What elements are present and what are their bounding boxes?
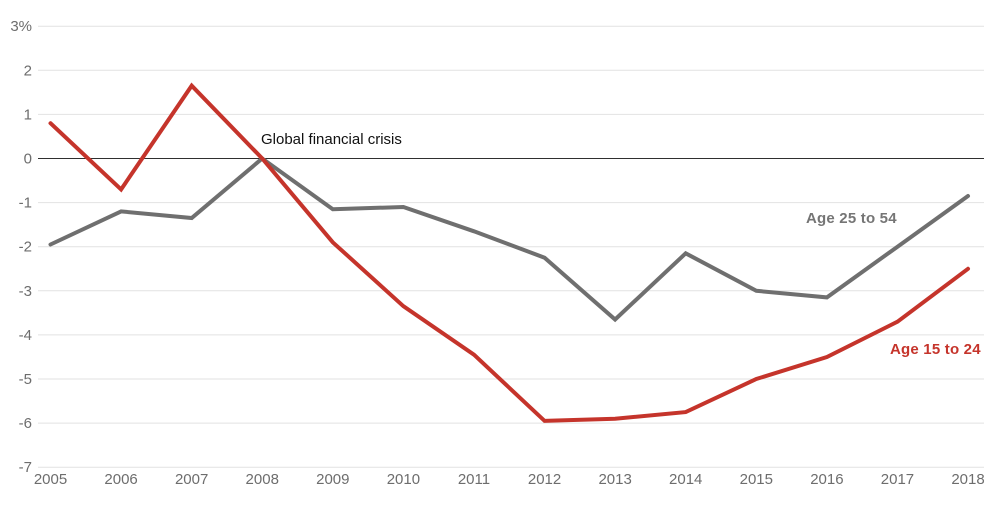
- x-axis-tick-label: 2007: [175, 471, 208, 488]
- y-axis-tick-label: 0: [24, 151, 32, 168]
- x-axis-tick-label: 2017: [881, 471, 914, 488]
- y-axis-tick-label: 3%: [10, 18, 32, 35]
- x-axis-tick-label: 2015: [740, 471, 773, 488]
- x-axis-tick-label: 2005: [34, 471, 67, 488]
- y-axis-tick-label: -3: [19, 283, 32, 300]
- x-axis-tick-label: 2008: [246, 471, 279, 488]
- y-axis-tick-label: 1: [24, 106, 32, 123]
- series-line-age-25-to-54: [48, 155, 970, 323]
- x-axis-tick-label: 2016: [810, 471, 843, 488]
- x-axis-tick-label: 2006: [104, 471, 137, 488]
- y-axis-tick-label: -4: [19, 327, 32, 344]
- y-axis-tick-label: -7: [19, 459, 32, 476]
- series-label-age-15-24: Age 15 to 24: [890, 341, 981, 358]
- series-label-age-25-54: Age 25 to 54: [806, 210, 897, 227]
- series-line-age-15-to-24: [48, 82, 970, 423]
- x-axis-tick-label: 2014: [669, 471, 702, 488]
- y-axis-tick-label: -5: [19, 371, 32, 388]
- y-axis-tick-label: -2: [19, 239, 32, 256]
- y-axis-tick-label: -6: [19, 415, 32, 432]
- x-axis-tick-label: 2009: [316, 471, 349, 488]
- y-axis-tick-label: -1: [19, 195, 32, 212]
- annotation-global-financial-crisis: Global financial crisis: [261, 131, 402, 148]
- x-axis-tick-label: 2012: [528, 471, 561, 488]
- x-axis-tick-label: 2011: [458, 471, 490, 488]
- x-axis-tick-label: 2010: [387, 471, 420, 488]
- x-axis-tick-label: 2013: [598, 471, 631, 488]
- y-axis-tick-label: 2: [24, 62, 32, 79]
- x-axis-tick-label: 2018: [951, 471, 984, 488]
